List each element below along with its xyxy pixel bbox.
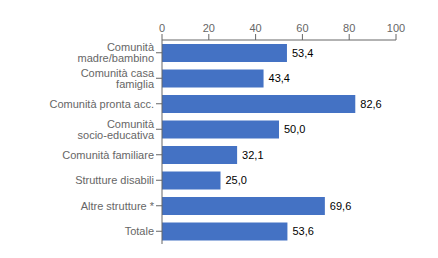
svg-text:20: 20 — [203, 22, 215, 34]
svg-text:Strutture disabili: Strutture disabili — [75, 174, 154, 186]
svg-text:82,6: 82,6 — [360, 98, 381, 110]
svg-text:Comunitàsocio-educativa: Comunitàsocio-educativa — [78, 118, 155, 141]
svg-text:60: 60 — [296, 22, 308, 34]
svg-text:32,1: 32,1 — [242, 149, 263, 161]
svg-text:0: 0 — [159, 22, 165, 34]
svg-text:Comunitàmadre/bambino: Comunitàmadre/bambino — [78, 41, 155, 64]
svg-text:100: 100 — [387, 22, 405, 34]
svg-text:40: 40 — [249, 22, 261, 34]
svg-text:80: 80 — [343, 22, 355, 34]
svg-text:Comunità casafamiglia: Comunità casafamiglia — [81, 67, 155, 90]
svg-text:25,0: 25,0 — [226, 174, 247, 186]
svg-text:43,4: 43,4 — [269, 72, 290, 84]
svg-text:Totale: Totale — [125, 225, 154, 237]
svg-text:Comunità pronta acc.: Comunità pronta acc. — [49, 98, 154, 110]
svg-text:53,6: 53,6 — [292, 225, 313, 237]
svg-text:Comunità familiare: Comunità familiare — [62, 149, 154, 161]
svg-text:Altre strutture *: Altre strutture * — [81, 200, 155, 212]
svg-text:53,4: 53,4 — [292, 47, 313, 59]
svg-text:50,0: 50,0 — [284, 123, 305, 135]
svg-text:69,6: 69,6 — [330, 200, 351, 212]
